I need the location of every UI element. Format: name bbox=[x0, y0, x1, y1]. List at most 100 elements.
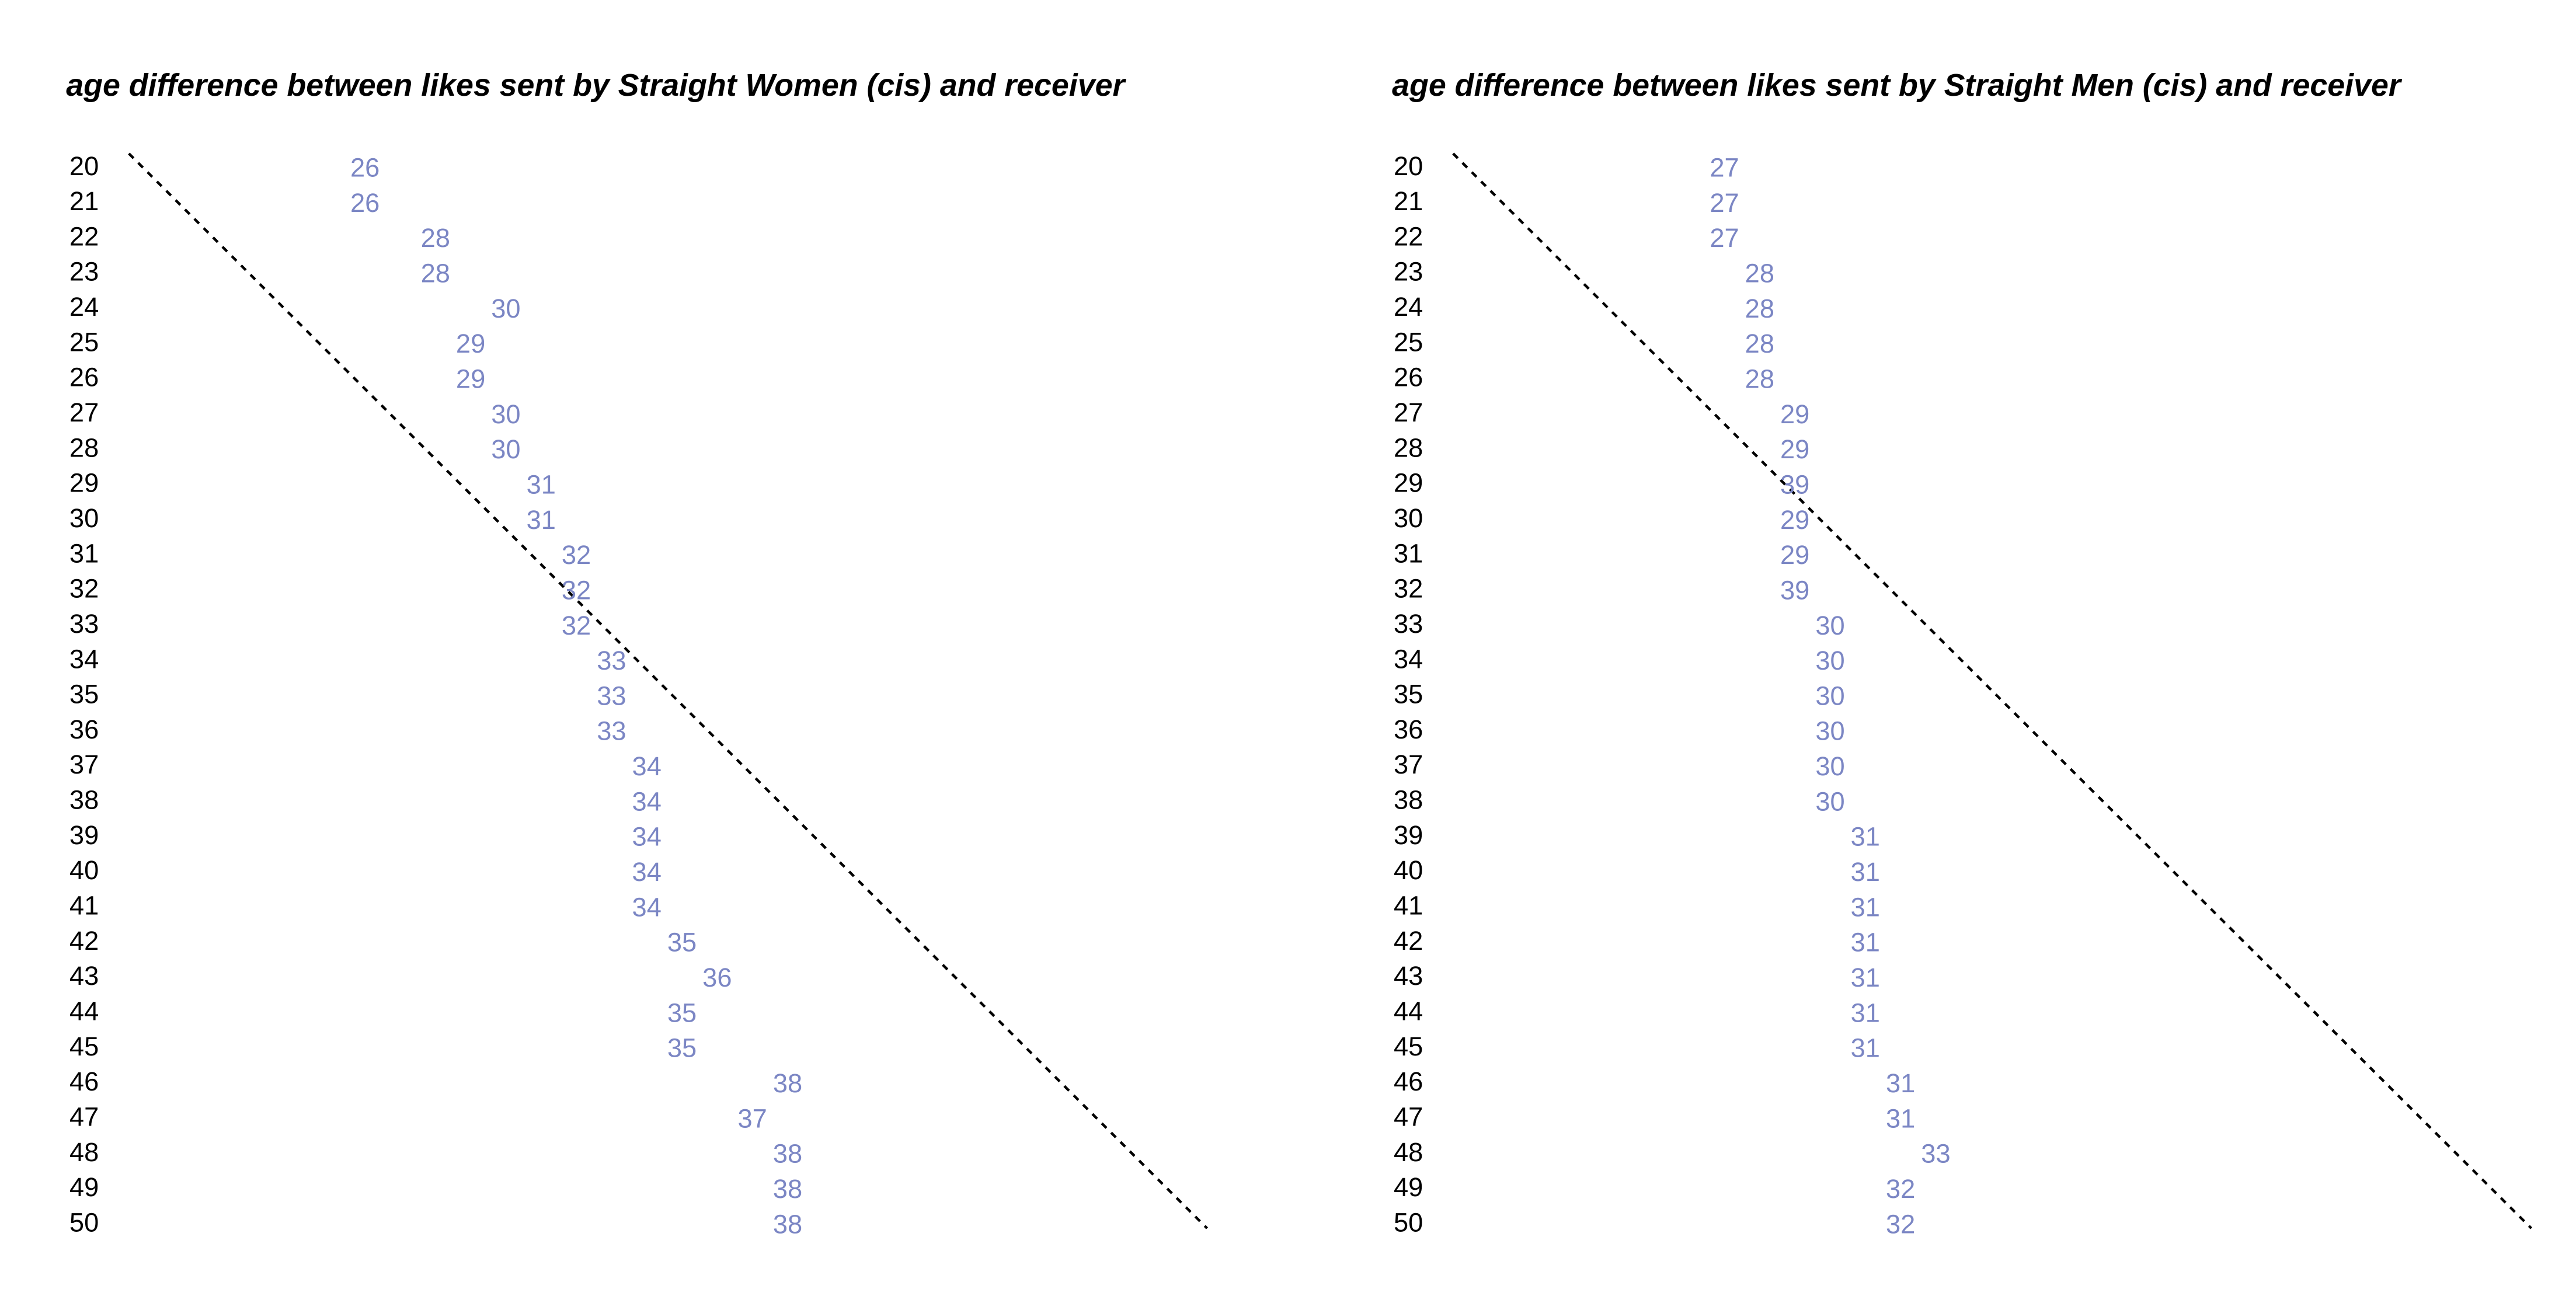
receiver-age-value: 34 bbox=[632, 892, 662, 922]
receiver-age-value: 32 bbox=[1886, 1174, 1915, 1204]
sender-age-label: 42 bbox=[69, 926, 99, 956]
sender-age-label: 26 bbox=[69, 363, 99, 392]
receiver-age-value: 26 bbox=[350, 188, 380, 218]
receiver-age-value: 36 bbox=[702, 963, 732, 992]
sender-age-label: 21 bbox=[1394, 186, 1423, 216]
receiver-age-value: 29 bbox=[1780, 540, 1809, 570]
receiver-age-value: 38 bbox=[773, 1068, 802, 1098]
receiver-age-value: 26 bbox=[350, 153, 380, 183]
receiver-age-value: 34 bbox=[632, 822, 662, 852]
chart-title: age difference between likes sent by Str… bbox=[1392, 68, 2403, 103]
sender-age-label: 21 bbox=[69, 186, 99, 216]
receiver-age-value: 29 bbox=[1780, 434, 1809, 464]
sender-age-label: 40 bbox=[69, 855, 99, 885]
receiver-age-value: 29 bbox=[456, 329, 485, 358]
sender-age-label: 50 bbox=[69, 1207, 99, 1237]
receiver-age-value: 31 bbox=[1851, 928, 1880, 957]
sender-age-label: 33 bbox=[1394, 609, 1423, 639]
sender-age-label: 31 bbox=[1394, 538, 1423, 568]
sender-age-label: 49 bbox=[69, 1172, 99, 1202]
chart-title: age difference between likes sent by Str… bbox=[66, 68, 1126, 103]
sender-age-label: 40 bbox=[1394, 855, 1423, 885]
sender-age-label: 43 bbox=[69, 961, 99, 991]
sender-age-label: 41 bbox=[1394, 891, 1423, 921]
sender-age-label: 32 bbox=[69, 574, 99, 604]
receiver-age-value: 30 bbox=[491, 294, 520, 323]
receiver-age-value: 28 bbox=[1745, 259, 1774, 288]
receiver-age-value: 29 bbox=[1780, 399, 1809, 429]
sender-age-label: 34 bbox=[69, 644, 99, 674]
sender-age-label: 32 bbox=[1394, 574, 1423, 604]
receiver-age-value: 31 bbox=[1851, 963, 1880, 992]
sender-age-label: 39 bbox=[1394, 820, 1423, 850]
sender-age-label: 45 bbox=[69, 1032, 99, 1061]
receiver-age-value: 31 bbox=[527, 469, 556, 499]
receiver-age-value: 38 bbox=[773, 1139, 802, 1169]
sender-age-label: 43 bbox=[1394, 961, 1423, 991]
receiver-age-value: 31 bbox=[1851, 857, 1880, 887]
receiver-age-value: 32 bbox=[562, 575, 591, 605]
receiver-age-value: 33 bbox=[1921, 1139, 1950, 1169]
receiver-age-value: 32 bbox=[562, 611, 591, 640]
sender-age-label: 37 bbox=[1394, 750, 1423, 779]
receiver-age-value: 31 bbox=[1851, 1033, 1880, 1063]
sender-age-label: 37 bbox=[69, 750, 99, 779]
sender-age-label: 28 bbox=[1394, 433, 1423, 462]
receiver-age-value: 29 bbox=[1780, 505, 1809, 535]
receiver-age-value: 30 bbox=[1815, 646, 1844, 675]
receiver-age-value: 28 bbox=[1745, 294, 1774, 323]
sender-age-label: 35 bbox=[69, 680, 99, 709]
receiver-age-value: 28 bbox=[421, 259, 450, 288]
receiver-age-value: 31 bbox=[1886, 1103, 1915, 1133]
receiver-age-value: 27 bbox=[1710, 153, 1739, 183]
receiver-age-value: 34 bbox=[632, 751, 662, 781]
men-chart-panel: age difference between likes sent by Str… bbox=[1392, 68, 2533, 1239]
receiver-age-value: 30 bbox=[1815, 681, 1844, 710]
receiver-age-value: 38 bbox=[773, 1209, 802, 1239]
sender-age-label: 29 bbox=[1394, 468, 1423, 498]
sender-age-label: 20 bbox=[69, 151, 99, 181]
sender-age-label: 26 bbox=[1394, 363, 1423, 392]
sender-age-label: 49 bbox=[1394, 1172, 1423, 1202]
sender-age-label: 46 bbox=[1394, 1067, 1423, 1096]
receiver-age-value: 39 bbox=[1780, 575, 1809, 605]
receiver-age-value: 30 bbox=[1815, 786, 1844, 816]
receiver-age-value: 34 bbox=[632, 857, 662, 887]
sender-age-label: 24 bbox=[69, 292, 99, 322]
women-chart-panel: age difference between likes sent by Str… bbox=[66, 68, 1209, 1239]
receiver-age-value: 35 bbox=[667, 1033, 697, 1063]
sender-age-label: 50 bbox=[1394, 1207, 1423, 1237]
receiver-age-value: 30 bbox=[491, 434, 520, 464]
sender-age-label: 28 bbox=[69, 433, 99, 462]
sender-age-label: 36 bbox=[1394, 715, 1423, 744]
same-age-reference-line bbox=[1452, 152, 2533, 1229]
sender-age-label: 30 bbox=[69, 503, 99, 533]
sender-age-label: 47 bbox=[69, 1102, 99, 1131]
sender-age-label: 42 bbox=[1394, 926, 1423, 956]
sender-age-label: 44 bbox=[69, 996, 99, 1026]
sender-age-label: 31 bbox=[69, 538, 99, 568]
receiver-age-value: 30 bbox=[1815, 611, 1844, 640]
sender-age-label: 48 bbox=[69, 1137, 99, 1167]
sender-age-label: 20 bbox=[1394, 151, 1423, 181]
receiver-age-value: 31 bbox=[1851, 998, 1880, 1027]
receiver-age-value: 33 bbox=[597, 646, 626, 675]
receiver-age-value: 28 bbox=[1745, 364, 1774, 394]
sender-age-label: 36 bbox=[69, 715, 99, 744]
receiver-age-value: 37 bbox=[738, 1103, 767, 1133]
sender-age-label: 33 bbox=[69, 609, 99, 639]
receiver-age-value: 31 bbox=[1851, 822, 1880, 852]
sender-age-label: 23 bbox=[69, 257, 99, 287]
receiver-age-value: 38 bbox=[773, 1174, 802, 1204]
sender-age-label: 38 bbox=[1394, 785, 1423, 815]
sender-age-label: 47 bbox=[1394, 1102, 1423, 1131]
sender-age-label: 35 bbox=[1394, 680, 1423, 709]
receiver-age-value: 35 bbox=[667, 998, 697, 1027]
sender-age-label: 27 bbox=[1394, 398, 1423, 427]
receiver-age-value: 30 bbox=[1815, 751, 1844, 781]
sender-age-label: 41 bbox=[69, 891, 99, 921]
sender-age-label: 29 bbox=[69, 468, 99, 498]
sender-age-label: 45 bbox=[1394, 1032, 1423, 1061]
sender-age-label: 46 bbox=[69, 1067, 99, 1096]
